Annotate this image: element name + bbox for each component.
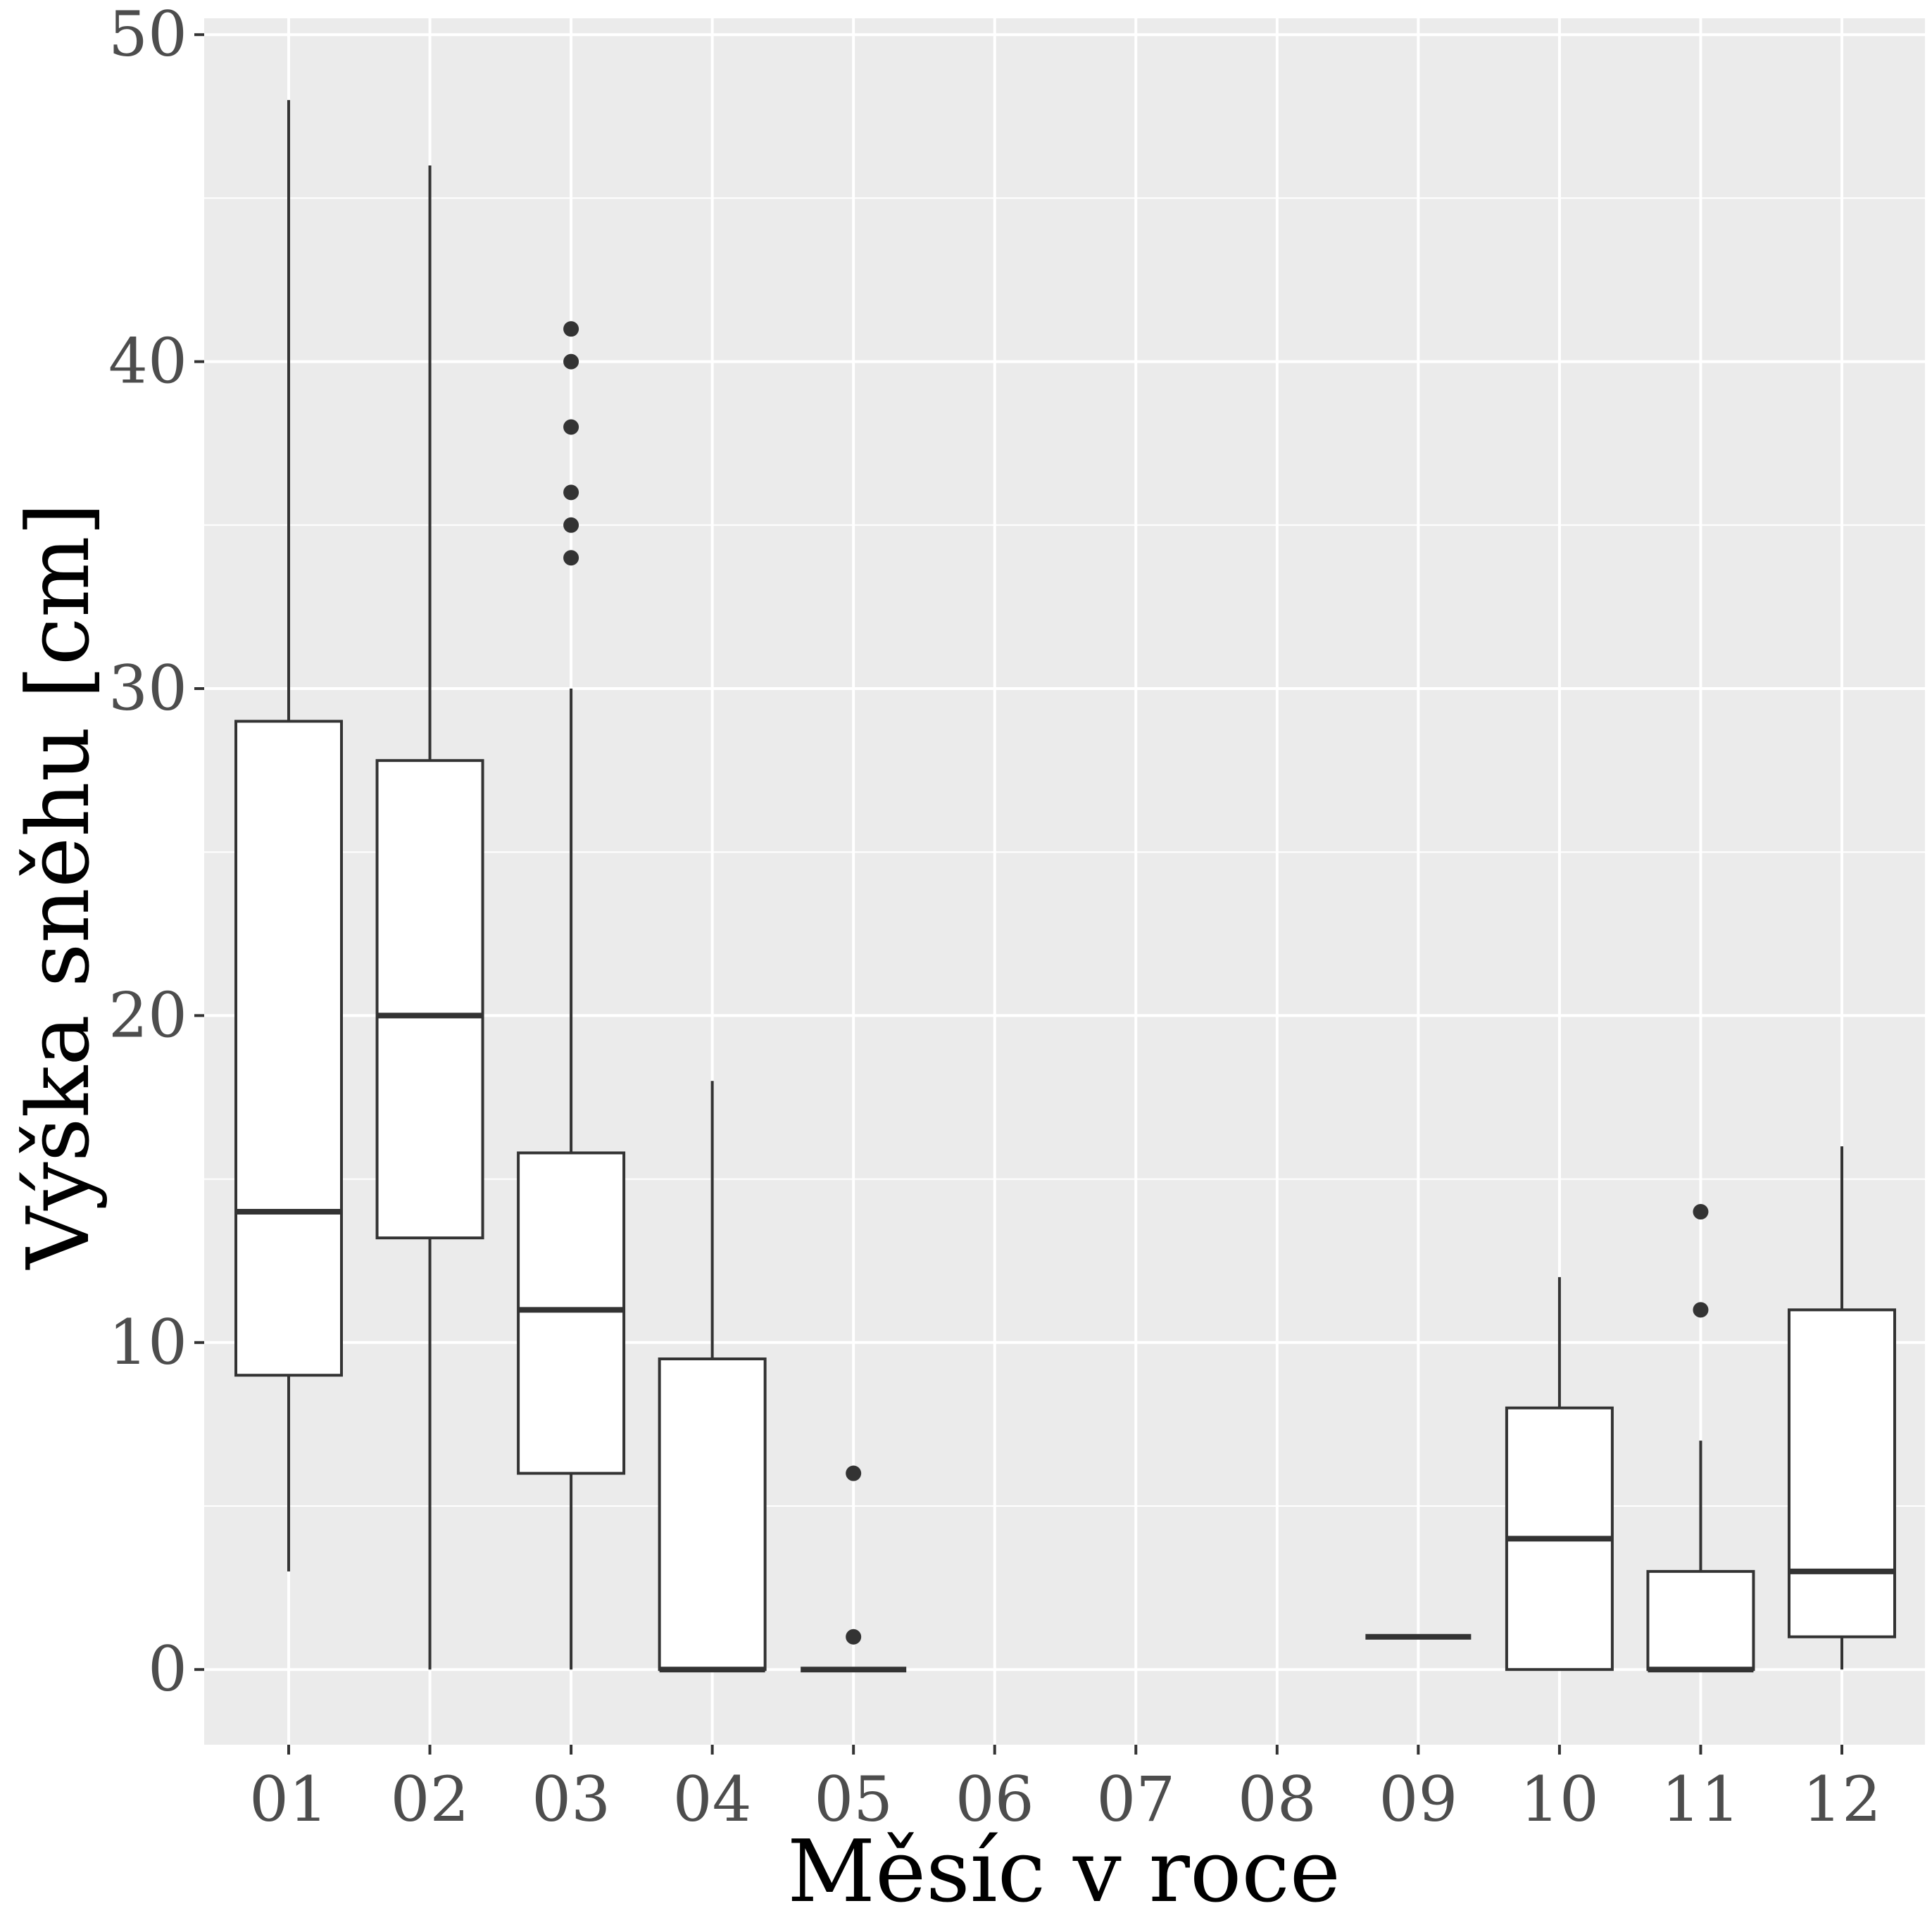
- y-axis: 0 10 20 30 40 50: [108, 0, 204, 1705]
- box-rect: [517, 1151, 626, 1475]
- box-03: [517, 321, 626, 1670]
- box-01: [234, 100, 343, 1572]
- outlier-point: [846, 1629, 862, 1645]
- outlier-point: [563, 321, 579, 337]
- box-02: [375, 165, 484, 1670]
- grid-major: [204, 18, 1925, 1745]
- box-rect: [1788, 1308, 1896, 1638]
- y-tick-label: 20: [108, 979, 187, 1051]
- x-tick-label: 07: [1096, 1763, 1175, 1836]
- x-axis: 01 02 03 04 05 06 07 08 09 10 11 12: [249, 1745, 1881, 1836]
- boxes-layer: [234, 100, 1896, 1673]
- x-tick-label: 12: [1802, 1763, 1881, 1836]
- x-tick-label: 05: [814, 1763, 893, 1836]
- y-tick-label: 10: [108, 1306, 187, 1379]
- outlier-point: [1693, 1204, 1709, 1220]
- outlier-point: [563, 419, 579, 435]
- y-tick-label: 0: [148, 1633, 187, 1705]
- x-tick-label: 04: [673, 1763, 752, 1836]
- box-rect: [234, 720, 343, 1377]
- x-tick-label: 01: [249, 1763, 328, 1836]
- grid-minor: [204, 197, 1925, 1507]
- box-rect: [1646, 1569, 1755, 1671]
- outlier-point: [563, 517, 579, 533]
- x-tick-label: 03: [532, 1763, 610, 1836]
- x-axis-title: Měsíc v roce: [787, 1821, 1341, 1921]
- y-tick-label: 30: [108, 652, 187, 724]
- x-tick-label: 08: [1238, 1763, 1317, 1836]
- box-rect: [375, 759, 484, 1240]
- box-12: [1788, 1146, 1896, 1670]
- x-tick-label: 09: [1379, 1763, 1457, 1836]
- box-10: [1505, 1276, 1614, 1671]
- x-tick-label: 11: [1661, 1763, 1740, 1836]
- outlier-point: [846, 1465, 862, 1481]
- box-rect: [658, 1357, 767, 1671]
- box-04: [658, 1081, 767, 1673]
- panel-background: [204, 18, 1925, 1745]
- x-tick-label: 10: [1520, 1763, 1599, 1836]
- outlier-point: [563, 484, 579, 501]
- x-tick-label: 06: [955, 1763, 1034, 1836]
- x-tick-label: 02: [391, 1763, 470, 1836]
- outlier-point: [1693, 1302, 1709, 1318]
- outlier-point: [563, 550, 579, 566]
- outlier-point: [563, 353, 579, 370]
- y-tick-label: 50: [108, 0, 187, 70]
- y-tick-label: 40: [108, 325, 187, 398]
- y-axis-title: Výška sněhu [cm]: [8, 503, 108, 1271]
- box-11: [1646, 1204, 1755, 1673]
- box-05: [801, 1465, 907, 1673]
